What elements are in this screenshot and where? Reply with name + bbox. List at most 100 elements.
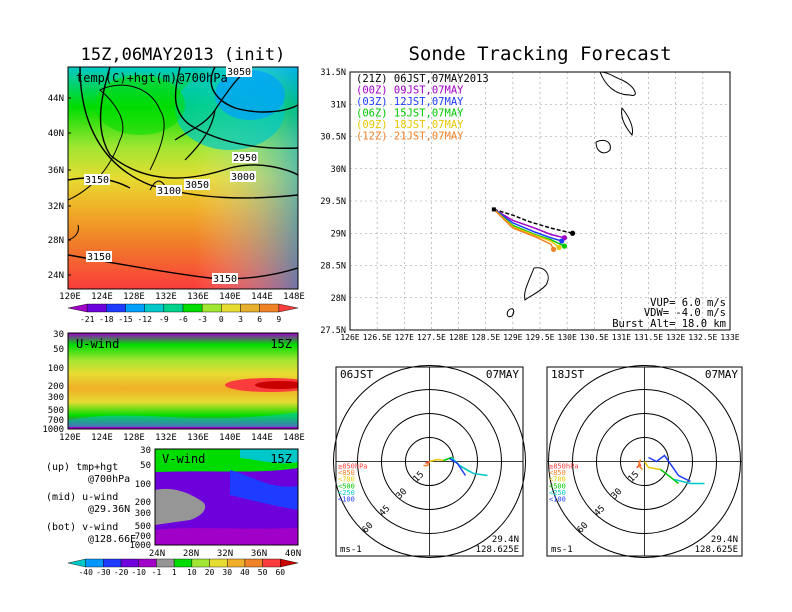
wind-colorbar-swatch (227, 558, 246, 568)
temp-colorbar-label: -18 (99, 315, 114, 324)
note-bot-lon: @128.66E (88, 534, 136, 545)
v-wind-lat-tick: 32N (217, 549, 233, 559)
v-wind-section (155, 449, 298, 545)
track-lat-tick: 30.5N (320, 133, 346, 143)
info-burst: Burst Alt= 18.0 km (612, 318, 726, 330)
temp-colorbar-swatch (221, 303, 241, 313)
temp-colorbar (67, 303, 299, 313)
map-lon-tick: 136E (187, 292, 209, 302)
u-wind-lon-tick: 124E (91, 433, 113, 443)
v-wind-lat-tick: 40N (285, 549, 301, 559)
contour-label: 3050 (185, 180, 209, 191)
map-lat-tick: 28N (48, 236, 64, 246)
v-wind-lat-tick: 24N (149, 549, 165, 559)
v-wind-pressure-tick: 1000 (129, 541, 151, 551)
temp-colorbar-label: 0 (219, 315, 224, 324)
track-lat-tick: 29.5N (320, 197, 346, 207)
track-endpoint (561, 243, 568, 249)
temp-colorbar-swatch (106, 303, 126, 313)
wind-colorbar-label: -30 (96, 568, 111, 577)
wind-colorbar-label: -1 (152, 568, 162, 577)
polar-level-label: <250 (338, 489, 355, 497)
track-lat-tick: 31.5N (320, 68, 346, 78)
track-endpoint (556, 244, 562, 251)
track-line (493, 208, 565, 239)
track-lon-tick: 131E (612, 333, 631, 342)
track-endpoint (559, 238, 565, 244)
track-legend-entry: (12Z) 21JST,07MAY (356, 131, 464, 143)
wind-colorbar-label: -10 (132, 568, 147, 577)
temp-colorbar-swatch (182, 303, 203, 313)
polar-level-label: <100 (338, 496, 355, 504)
wind-colorbar-swatch (280, 558, 299, 568)
hodograph-trace (429, 458, 444, 463)
temp-colorbar-label: -3 (197, 315, 207, 324)
hodograph-trace (423, 461, 431, 467)
track-lon-tick: 127.5E (417, 333, 446, 342)
wind-colorbar-label: 1 (172, 568, 177, 577)
track-legend-entry: (06Z) 15JST,07MAY (356, 108, 464, 120)
track-lon-tick: 132E (666, 333, 685, 342)
contour-label: 3100 (157, 186, 181, 197)
wind-colorbar-swatch (138, 558, 157, 568)
info-vup: VUP= 6.0 m/s (650, 297, 726, 309)
panel-notes: (up) tmp+hgt @700hPa (mid) u-wind @29.36… (46, 462, 136, 545)
hodograph-trace (660, 468, 679, 485)
v-wind-lat-ticks: 24N 28N 32N 36N 40N (149, 549, 301, 559)
u-wind-pressure-tick: 300 (48, 393, 64, 403)
track-info: VUP= 6.0 m/s VDW= -4.0 m/s Burst Alt= 18… (612, 297, 726, 330)
u-wind-lon-tick: 136E (187, 433, 209, 443)
polar-level-label: <100 (549, 496, 566, 504)
track-lon-tick: 129E (503, 333, 522, 342)
track-lon-tick: 130.5E (580, 333, 609, 342)
temp-colorbar-label: -6 (178, 315, 188, 324)
polar-level-label: <700 (549, 476, 566, 484)
track-lat-ticks: 31.5N 31N 30.5N 30N 29.5N 29N 28.5N 28N 27.5N (320, 68, 346, 336)
track-line (493, 208, 573, 235)
wind-colorbar-label: -20 (114, 568, 129, 577)
note-mid-lat: @29.36N (88, 504, 130, 515)
track-legend: (21Z) 06JST,07MAY2013(00Z) 09JST,07MAY(0… (356, 73, 489, 143)
contour-label: 3050 (227, 67, 251, 78)
wind-colorbar-label: -40 (78, 568, 93, 577)
temp-colorbar-swatch (67, 303, 88, 313)
u-wind-pressure-tick: 200 (48, 382, 64, 392)
u-wind-time: 15Z (270, 337, 292, 351)
polar-date: 07MAY (486, 368, 519, 381)
temp-colorbar-label: -21 (80, 315, 95, 324)
track-lon-tick: 126E (340, 333, 359, 342)
map-lat-tick: 32N (48, 202, 64, 212)
map-lat-tick: 24N (48, 271, 64, 281)
u-wind-pressure-tick: 100 (48, 364, 64, 374)
temp-colorbar-label: 6 (257, 315, 262, 324)
track-lon-tick: 128E (449, 333, 468, 342)
v-wind-pressure-tick: 100 (135, 480, 151, 490)
v-wind-pressure-tick: 200 (135, 498, 151, 508)
temp-colorbar-swatch (201, 303, 222, 313)
temp-hgt-map (68, 67, 298, 289)
wind-colorbar-swatch (103, 558, 122, 568)
polar-level-label: <500 (338, 482, 355, 490)
note-up: (up) tmp+hgt (46, 462, 118, 473)
track-lon-tick: 131.5E (634, 333, 663, 342)
track-coastlines (506, 72, 636, 318)
track-endpoint (550, 246, 557, 252)
track-line (493, 208, 562, 242)
polar-lon: 128.625E (476, 545, 519, 555)
v-wind-label: V-wind (162, 452, 205, 466)
contour-label: 2950 (233, 153, 257, 164)
wind-colorbar-swatch (85, 558, 104, 568)
track-map (350, 72, 730, 330)
v-wind-pressure-tick: 300 (135, 509, 151, 519)
wind-colorbar-label: 30 (222, 568, 232, 577)
polar-level-label: <700 (338, 476, 355, 484)
track-lon-ticks: 126E 126.5E 127E 127.5E 128E 128.5E 129E 129.5E… (340, 333, 739, 342)
polar-level-label: <850 (338, 469, 355, 477)
u-wind-pressure-tick: 50 (53, 345, 64, 355)
track-lat-tick: 28N (331, 294, 346, 304)
temp-colorbar-swatch (144, 303, 165, 313)
track-lat-tick: 28.5N (320, 262, 346, 272)
u-wind-lon-ticks: 120E 124E 128E 132E 136E 140E 144E 148E (59, 433, 305, 443)
